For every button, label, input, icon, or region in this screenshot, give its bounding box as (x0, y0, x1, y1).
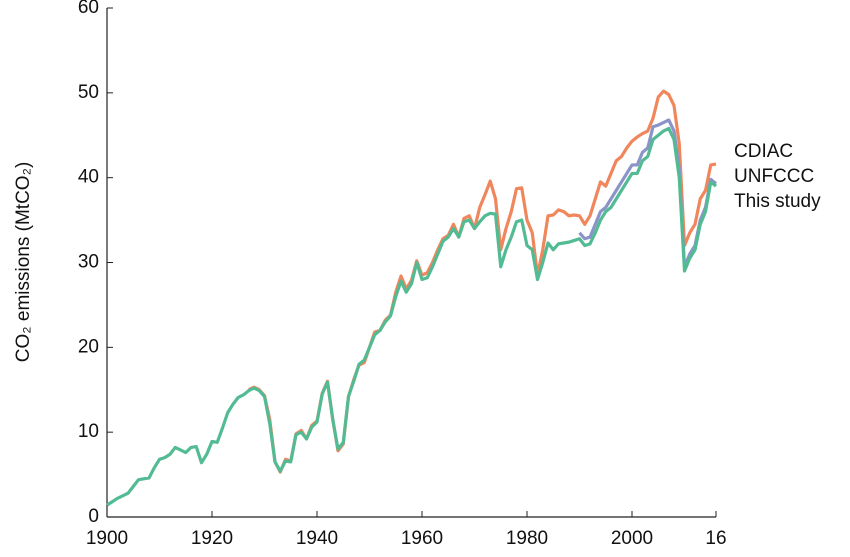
x-tick-label: 1960 (401, 528, 443, 549)
legend-entry: This study (734, 191, 821, 212)
series-line (578, 118, 718, 269)
y-tick-label: 40 (78, 167, 99, 188)
legend-entry: UNFCCC (734, 166, 814, 187)
series-line (106, 126, 718, 507)
y-tick-label: 30 (78, 252, 99, 273)
x-tick-label: 1940 (296, 528, 338, 549)
x-tick-label: 16 (705, 528, 726, 549)
x-tick-label: 2000 (611, 528, 653, 549)
y-tick-label: 10 (78, 421, 99, 442)
x-tick-label: 1980 (506, 528, 548, 549)
y-axis-label: CO₂ emissions (MtCO₂) (13, 162, 34, 363)
y-tick-label: 0 (88, 506, 99, 527)
legend-entry: CDIAC (734, 141, 793, 162)
x-tick-label: 1900 (86, 528, 128, 549)
y-tick-label: 20 (78, 336, 99, 357)
x-tick-label: 1920 (191, 528, 233, 549)
y-tick-label: 50 (78, 82, 99, 103)
y-tick-label: 60 (78, 0, 99, 18)
